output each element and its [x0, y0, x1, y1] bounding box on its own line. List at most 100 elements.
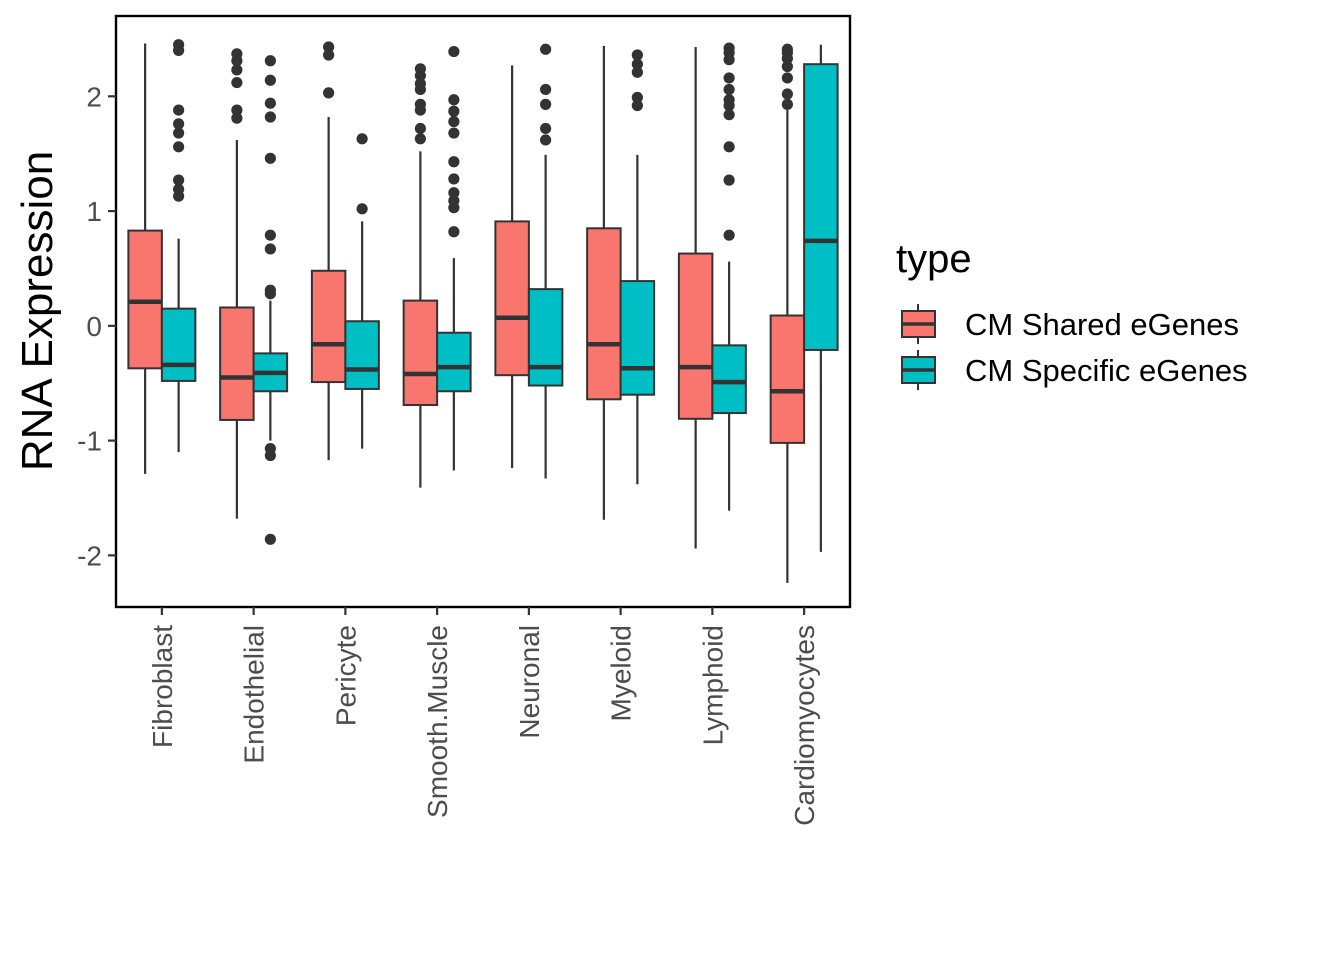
outlier-point	[448, 187, 460, 199]
y-axis-title: RNA Expression	[13, 151, 62, 471]
x-tick-label: Smooth.Muscle	[422, 625, 453, 818]
box-body	[527, 288, 564, 387]
box-body	[803, 63, 839, 351]
outlier-point	[631, 49, 643, 61]
box-body	[586, 227, 622, 401]
legend-item-series-0: CM Shared eGenes	[901, 304, 1239, 344]
x-tick-label: Cardiomyocytes	[789, 625, 820, 826]
outlier-point	[448, 173, 460, 185]
outlier-point	[448, 45, 460, 58]
legend-title: type	[896, 237, 972, 281]
outlier-point	[723, 141, 735, 153]
box-body	[219, 306, 255, 421]
outlier-point	[414, 133, 426, 145]
outlier-point	[448, 156, 460, 168]
outlier-point	[448, 127, 460, 139]
outlier-point	[173, 127, 185, 139]
box-myeloid-series-1	[619, 49, 656, 485]
outlier-point	[264, 229, 276, 241]
outlier-point	[781, 88, 793, 100]
box-cardiomyocytes-series-0	[769, 43, 806, 583]
y-tick-label: -2	[77, 540, 102, 571]
outlier-point	[264, 284, 276, 296]
plot-area	[114, 14, 852, 609]
outlier-point	[540, 134, 552, 146]
legend-label: CM Specific eGenes	[965, 353, 1248, 388]
x-tick-label: Fibroblast	[147, 625, 178, 748]
outlier-point	[540, 122, 552, 135]
outlier-point	[173, 141, 185, 153]
outlier-point	[540, 83, 552, 96]
outlier-point	[264, 74, 276, 86]
legend-item-series-1: CM Specific eGenes	[901, 350, 1248, 390]
y-tick-label: 0	[86, 311, 102, 342]
outlier-point	[264, 243, 276, 255]
outlier-point	[173, 39, 185, 51]
outlier-point	[781, 60, 793, 73]
outlier-point	[540, 98, 552, 110]
outlier-point	[231, 104, 243, 116]
x-tick-label: Lymphoid	[697, 625, 728, 745]
outlier-point	[231, 48, 243, 60]
legend-label: CM Shared eGenes	[965, 307, 1239, 342]
outlier-point	[264, 55, 276, 67]
outlier-point	[356, 133, 368, 145]
outlier-point	[723, 42, 735, 54]
outlier-point	[723, 174, 735, 186]
box-pericyte-series-0	[310, 41, 347, 461]
box-body	[310, 269, 347, 384]
x-axis: Fibroblast Endothelial Pericyte Smooth.Musc…	[147, 607, 820, 826]
box-body	[344, 320, 380, 390]
outlier-point	[448, 195, 460, 207]
outlier-point	[264, 97, 276, 109]
box-body	[127, 229, 163, 370]
box-myeloid-series-0	[586, 45, 622, 520]
box-cardiomyocytes-series-1	[803, 44, 839, 552]
outlier-point	[631, 99, 643, 112]
outlier-point	[448, 105, 460, 117]
x-tick-label: Neuronal	[514, 625, 545, 739]
legend: type CM Shared eGenes CM Specific eGenes	[896, 237, 1248, 390]
y-tick-label: 1	[86, 196, 102, 227]
outlier-point	[173, 118, 185, 130]
box-body	[619, 280, 656, 396]
outlier-point	[414, 122, 426, 135]
outlier-point	[231, 76, 243, 89]
outlier-point	[264, 443, 276, 455]
outlier-point	[323, 87, 335, 99]
outlier-point	[631, 58, 643, 70]
y-tick-label: 2	[86, 81, 102, 112]
outlier-point	[356, 203, 368, 215]
outlier-point	[173, 174, 185, 186]
outlier-point	[448, 94, 460, 106]
outlier-point	[781, 43, 793, 55]
box-body	[494, 220, 530, 377]
box-body	[402, 299, 439, 407]
outlier-point	[723, 229, 735, 241]
outlier-point	[264, 533, 276, 545]
box-body	[677, 252, 714, 420]
box-lymphoid-series-1	[711, 42, 747, 511]
outlier-point	[231, 112, 243, 124]
box-neuronal-series-0	[494, 65, 530, 469]
outlier-point	[264, 111, 276, 123]
box-smooth-muscle-series-1	[436, 45, 472, 471]
outlier-point	[723, 94, 735, 106]
outlier-point	[723, 72, 735, 84]
outlier-point	[414, 78, 426, 90]
outlier-point	[723, 109, 735, 121]
x-tick-label: Endothelial	[239, 625, 270, 764]
outlier-point	[323, 41, 335, 53]
box-body	[160, 307, 197, 382]
y-axis: -2 -1 0 1 2	[77, 81, 116, 571]
box-fibroblast-series-0	[127, 43, 163, 474]
box-body	[711, 344, 747, 415]
box-endothelial-series-0	[219, 48, 255, 519]
x-tick-label: Myeloid	[606, 625, 637, 721]
outlier-point	[173, 104, 185, 116]
box-pericyte-series-1	[344, 133, 380, 449]
box-lymphoid-series-0	[677, 46, 714, 549]
box-body	[769, 314, 806, 444]
outlier-point	[448, 115, 460, 128]
